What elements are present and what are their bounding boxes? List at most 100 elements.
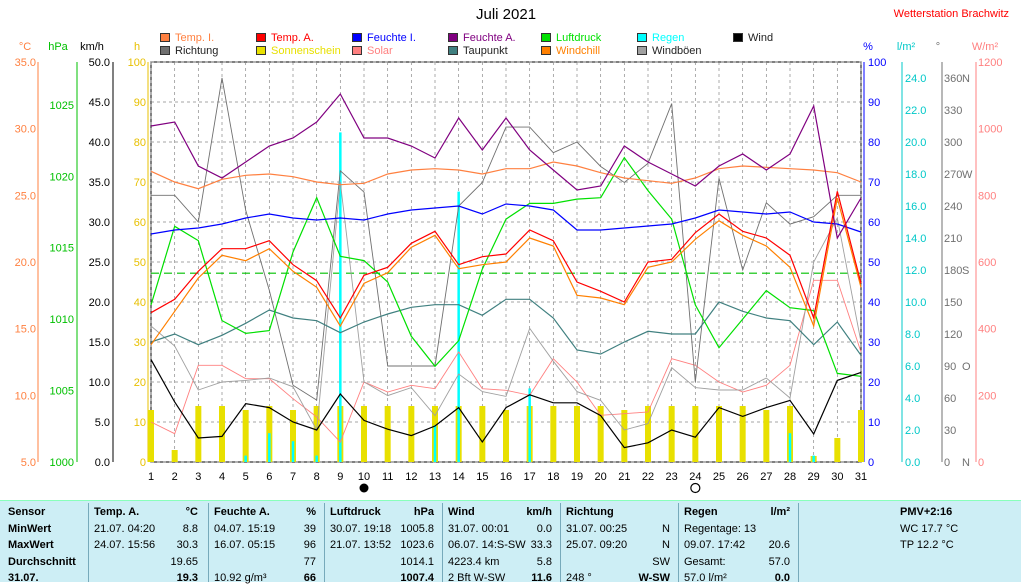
stats-temp-min-value: 8.8 — [182, 522, 198, 535]
tick-deg: 0 — [944, 457, 950, 469]
stats-press-max-value: 1023.6 — [400, 539, 434, 551]
legend-item: Feuchte I. — [352, 32, 416, 44]
line-richtung — [151, 77, 861, 401]
stats-press-min-value: 1005.8 — [400, 522, 434, 535]
legend-swatch — [352, 46, 362, 55]
tick-h: 20 — [134, 377, 146, 389]
stats-direction: Richtung 31.07. 00:25 N 25.07. 09:20 N SW … — [566, 504, 674, 584]
stats-temp-current: 19.3 — [176, 572, 198, 584]
bar-sonnenschein — [171, 450, 178, 462]
bar-regen — [788, 433, 792, 462]
tick-lm2: 4.0 — [905, 393, 920, 405]
tick-wm2: 400 — [978, 324, 996, 336]
tick-h: 100 — [128, 57, 146, 69]
bar-sonnenschein — [242, 410, 249, 462]
axis-unit-pct: % — [863, 41, 873, 53]
tick-day: 5 — [243, 471, 249, 483]
tick-kmh: 10.0 — [89, 377, 110, 389]
stats-sensor: Sensor MinWert MaxWert Durchschnitt 31.0… — [8, 504, 88, 584]
stats-sensor-title: Sensor — [8, 506, 46, 518]
stats-row-max: MaxWert — [8, 539, 54, 551]
stats-row-min: MinWert — [8, 522, 52, 535]
tick-deg-dir: O — [962, 361, 971, 373]
legend-swatch — [352, 33, 362, 42]
stats-press-avg: 1014.1 — [400, 555, 434, 568]
legend-label: Sonnenschein — [271, 45, 341, 57]
tick-lm2: 14.0 — [905, 233, 926, 245]
bar-sonnenschein — [668, 406, 675, 462]
tick-hpa: 1020 — [50, 171, 74, 183]
line-feuchte-i- — [150, 203, 862, 235]
tick-day: 10 — [358, 471, 370, 483]
tick-deg-dir: N — [962, 457, 970, 469]
legend-item: Feuchte A. — [448, 32, 516, 44]
stats-press-current: 1007.4 — [400, 572, 434, 584]
tick-kmh: 45.0 — [89, 97, 110, 109]
tick-pct: 100 — [868, 57, 886, 69]
legend-item: Sonnenschein — [256, 45, 341, 57]
tick-pct: 60 — [868, 217, 880, 229]
tick-day: 8 — [314, 471, 320, 483]
tick-deg: 120 — [944, 329, 962, 341]
bar-sonnenschein — [834, 438, 841, 462]
stats-temp: Temp. A. °C 21.07. 04:20 8.8 24.07. 15:56 3… — [94, 504, 204, 584]
tick-pct: 50 — [868, 257, 880, 269]
stats-hum-min-time: 04.07. 15:19 — [214, 522, 276, 535]
weather-chart: °C hPa km/h h% l/m² ° W/m²35.030.025.020.015.0… — [15, 41, 1002, 494]
tick-lm2: 22.0 — [905, 105, 926, 117]
tick-temp: 35.0 — [15, 57, 36, 69]
legend-swatch — [448, 46, 458, 55]
stats-temp-max-time: 24.07. 15:56 — [94, 539, 156, 551]
stats-rain-unit: l/m² — [770, 506, 790, 518]
bar-regen — [812, 455, 815, 462]
tick-kmh: 50.0 — [89, 57, 110, 69]
tick-kmh: 5.0 — [95, 417, 110, 429]
tick-h: 40 — [134, 297, 146, 309]
bar-sonnenschein — [479, 406, 486, 462]
tick-h: 10 — [134, 417, 146, 429]
legend-label: Regen — [652, 32, 685, 44]
tick-temp: 10.0 — [15, 390, 36, 402]
stats-pressure: Luftdruck hPa 30.07. 19:18 1005.8 21.07. 1… — [330, 504, 438, 584]
tick-day: 18 — [547, 471, 559, 483]
legend-label: Feuchte I. — [367, 32, 416, 44]
stats-humidity: Feuchte A.% 04.07. 15:19 39 16.07. 05:15 9… — [214, 504, 320, 584]
tick-day: 28 — [784, 471, 796, 483]
legend-label: Taupunkt — [463, 45, 508, 57]
stats-hum-max-value: 96 — [303, 539, 316, 551]
stats-press-max-time: 21.07. 13:52 — [330, 539, 392, 551]
tick-h: 70 — [134, 177, 146, 189]
full-moon-marker — [359, 483, 369, 493]
legend-swatch — [637, 33, 647, 42]
tick-deg: 360 — [944, 73, 962, 85]
stats-wind-avg-value: 5.8 — [536, 555, 552, 568]
tick-wm2: 1000 — [978, 124, 1002, 136]
stats-temp-title: Temp. A. — [94, 506, 140, 518]
legend-item: Luftdruck — [541, 32, 601, 44]
tick-day: 22 — [642, 471, 654, 483]
tick-pct: 10 — [868, 417, 880, 429]
bar-sonnenschein — [597, 406, 604, 462]
tick-day: 21 — [618, 471, 630, 483]
tick-deg-dir: W — [962, 169, 973, 181]
tick-day: 25 — [713, 471, 725, 483]
tick-lm2: 0.0 — [905, 457, 920, 469]
axis-unit-lm2: l/m² — [897, 41, 916, 53]
stats-wind-min-value: 0.0 — [536, 522, 552, 535]
chart-title: Juli 2021 — [476, 6, 537, 23]
line-solar — [150, 279, 862, 443]
bar-sonnenschein — [408, 406, 415, 462]
stats-temp-avg: 19.65 — [170, 555, 198, 568]
tick-temp: 15.0 — [15, 324, 36, 336]
tick-deg: 60 — [944, 393, 956, 405]
bar-regen — [528, 388, 531, 462]
stats-dir-deg: 248 ° — [566, 572, 592, 584]
stats-wind-unit: km/h — [526, 506, 552, 518]
tick-h: 0 — [140, 457, 146, 469]
tick-day: 14 — [453, 471, 465, 483]
axis-unit-hpa: hPa — [48, 41, 68, 53]
tick-deg: 330 — [944, 105, 962, 117]
bar-sonnenschein — [148, 410, 154, 462]
tick-day: 20 — [595, 471, 607, 483]
bar-sonnenschein — [290, 410, 296, 462]
